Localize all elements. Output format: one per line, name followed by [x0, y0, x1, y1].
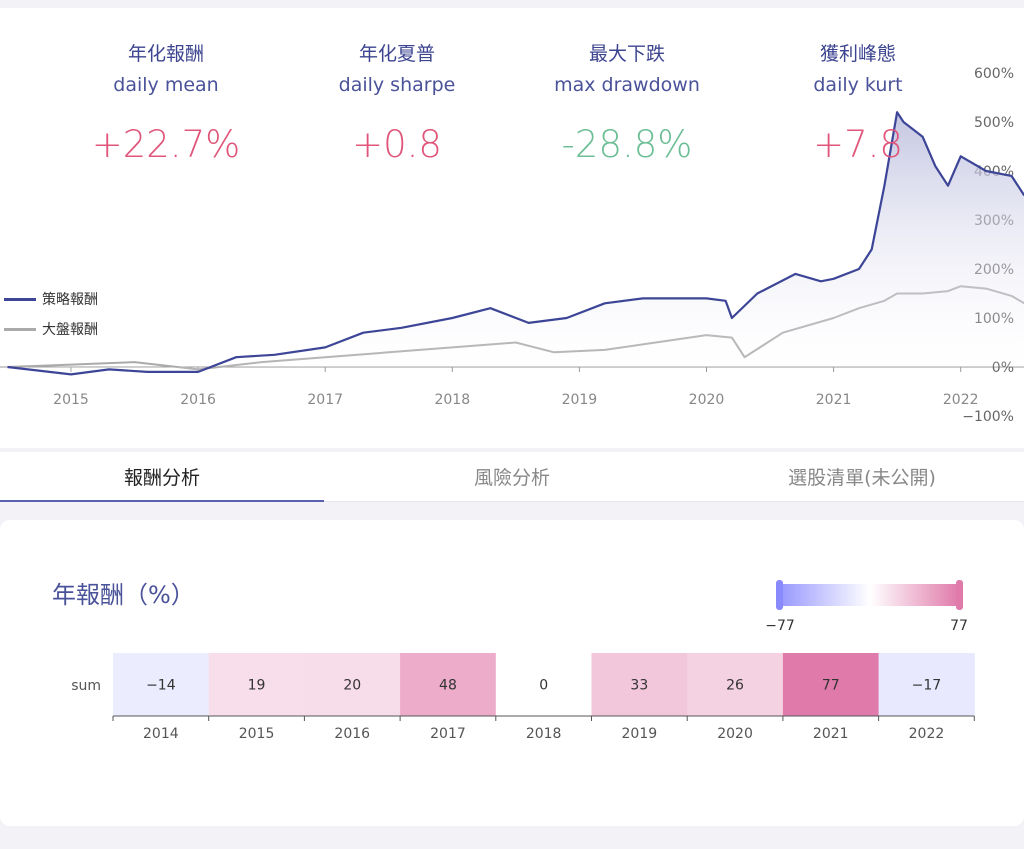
heatmap-cell[interactable]	[400, 653, 497, 716]
heatmap-category-label: 2018	[526, 726, 562, 742]
heatmap-category-label: 2022	[909, 726, 945, 742]
x-tick-label: 2018	[434, 392, 470, 408]
heatmap-cell[interactable]	[591, 653, 688, 716]
heatmap-cell-value: 26	[726, 678, 744, 694]
x-tick-label: 2022	[943, 392, 979, 408]
heatmap-cell[interactable]	[208, 653, 305, 716]
scale-handle-max[interactable]	[956, 580, 963, 610]
strategy-area	[7, 112, 1024, 375]
heatmap-cell-value: 0	[539, 678, 548, 694]
x-tick-label: 2016	[180, 392, 216, 408]
stat-en-label: daily sharpe	[338, 74, 456, 96]
heatmap-cell-value: 33	[630, 678, 648, 694]
stat-max-drawdown: 最大下跌 max drawdown -28.8%	[527, 40, 727, 174]
y-tick-label: 600%	[974, 66, 1014, 82]
heatmap-cell[interactable]	[782, 653, 880, 716]
stat-daily-mean: 年化報酬 daily mean +22.7%	[66, 40, 266, 174]
x-tick-label: 2020	[689, 392, 725, 408]
heatmap-category-label: 2014	[143, 726, 179, 742]
stat-daily-sharpe: 年化夏普 daily sharpe +0.8	[297, 40, 497, 174]
chart-legend: 策略報酬 大盤報酬	[4, 284, 98, 344]
heatmap-cell[interactable]	[878, 653, 975, 716]
legend-item-benchmark[interactable]: 大盤報酬	[4, 314, 98, 344]
heatmap-category-label: 2020	[717, 726, 753, 742]
y-tick-label: 500%	[974, 115, 1014, 131]
heatmap-category-label: 2016	[334, 726, 370, 742]
heatmap-category-label: 2019	[622, 726, 658, 742]
heatmap-cell-value: −14	[146, 678, 176, 694]
stat-en-label: max drawdown	[554, 74, 700, 96]
stat-value: +22.7%	[91, 123, 241, 166]
equity-card	[0, 8, 1024, 448]
annual-return-card: 年報酬（%） −77 77 sum −14 2014 19 2015 20 2016 48 2017…	[0, 520, 1024, 826]
stat-value: +0.8	[352, 123, 442, 166]
stat-value: -28.8%	[561, 123, 693, 166]
heatmap-cell[interactable]	[304, 653, 401, 716]
tab-stock-list[interactable]: 選股清單(未公開)	[788, 467, 936, 489]
legend-swatch	[4, 297, 36, 301]
scale-min-label: −77	[765, 618, 795, 634]
x-tick-label: 2017	[307, 392, 343, 408]
heatmap-cell-value: 20	[343, 678, 361, 694]
scale-max-label: 77	[950, 618, 968, 634]
stat-zh-label: 年化報酬	[127, 43, 204, 65]
legend-item-strategy[interactable]: 策略報酬	[4, 284, 98, 314]
heatmap-cell[interactable]	[687, 653, 784, 716]
stat-en-label: daily kurt	[813, 74, 903, 96]
legend-swatch	[4, 327, 36, 331]
heatmap-title: 年報酬（%）	[52, 581, 195, 609]
x-tick-label: 2021	[816, 392, 852, 408]
legend-label: 大盤報酬	[42, 322, 98, 338]
scale-handle-min[interactable]	[776, 580, 783, 610]
heatmap-category-label: 2021	[813, 726, 849, 742]
stat-value: +7.8	[813, 123, 903, 166]
heatmap-category-label: 2015	[239, 726, 275, 742]
analysis-tabs: 報酬分析 風險分析 選股清單(未公開)	[0, 452, 1024, 502]
heatmap-cell[interactable]	[113, 653, 210, 716]
equity-line-chart: 600%500%400%300%200%100%0%−100%201520162…	[0, 66, 1024, 425]
x-tick-label: 2015	[53, 392, 89, 408]
heatmap-cell-value: 77	[822, 678, 840, 694]
legend-label: 策略報酬	[42, 292, 98, 308]
stat-zh-label: 年化夏普	[358, 43, 435, 65]
heatmap-category-label: 2017	[430, 726, 466, 742]
row-label: sum	[71, 678, 101, 694]
y-tick-label: −100%	[962, 409, 1014, 425]
heatmap-cell-value: 48	[439, 678, 457, 694]
tab-risk-analysis[interactable]: 風險分析	[473, 467, 550, 489]
heatmap-cell[interactable]	[495, 653, 592, 716]
strategy-series-line[interactable]	[7, 111, 1024, 376]
heatmap-cell-value: 19	[248, 678, 266, 694]
annual-return-heatmap: −77 77 sum −14 2014 19 2015 20 2016 48 2017 0 2018 33…	[71, 580, 975, 742]
color-scale-bar	[781, 584, 959, 606]
stat-zh-label: 獲利峰態	[819, 43, 896, 65]
x-tick-label: 2019	[562, 392, 598, 408]
stat-zh-label: 最大下跌	[588, 43, 665, 65]
tab-return-analysis[interactable]: 報酬分析	[0, 452, 324, 502]
stat-daily-kurt: 獲利峰態 daily kurt +7.8	[758, 40, 958, 174]
stat-en-label: daily mean	[113, 74, 219, 96]
heatmap-cell-value: −17	[912, 678, 942, 694]
